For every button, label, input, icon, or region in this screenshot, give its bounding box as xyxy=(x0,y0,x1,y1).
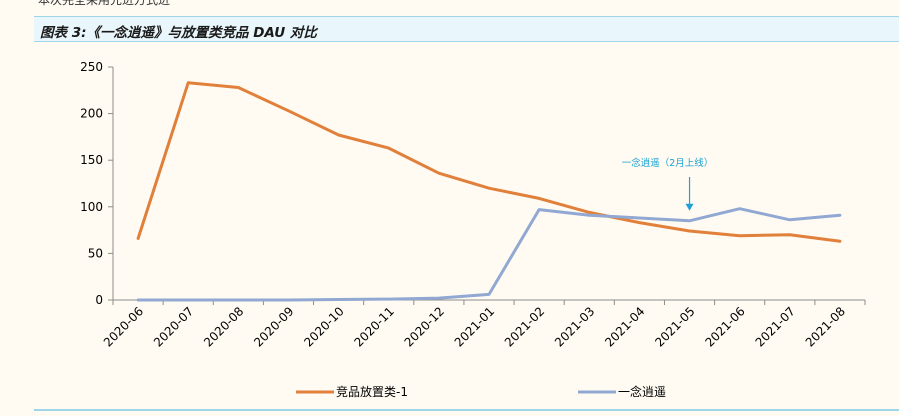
body-text-fragment: 本次完全采用先进方式进 xyxy=(38,0,171,7)
x-tick-label: 2020-11 xyxy=(352,304,397,349)
header-top-rule xyxy=(34,16,899,17)
annotation: 一念逍遥（2月上线） xyxy=(622,157,714,211)
y-tick-label: 50 xyxy=(88,246,103,260)
x-tick-label: 2020-06 xyxy=(101,304,146,349)
series-line-2 xyxy=(136,207,842,302)
y-tick-label: 0 xyxy=(95,293,103,307)
series-layer xyxy=(136,81,842,302)
x-tick-label: 2021-06 xyxy=(702,304,747,349)
figure-title: 图表 3:《一念逍遥》与放置类竞品 DAU 对比 xyxy=(40,25,317,41)
annotation-arrow-head xyxy=(685,203,694,211)
annotation-label: 一念逍遥（2月上线） xyxy=(622,157,714,169)
x-tick-label: 2021-02 xyxy=(502,304,547,349)
legend-label-2: 一念逍遥 xyxy=(618,384,666,399)
legend-label-1: 竞品放置类-1 xyxy=(336,384,408,399)
figure-header: 图表 3:《一念逍遥》与放置类竞品 DAU 对比 xyxy=(34,17,899,41)
footer-rule xyxy=(34,409,899,411)
legend: 竞品放置类-1 一念逍遥 xyxy=(296,384,666,399)
x-tick-label: 2020-09 xyxy=(251,304,296,349)
x-tick-label: 2020-07 xyxy=(151,304,196,349)
x-tick-label: 2021-08 xyxy=(803,304,848,349)
series-line-1 xyxy=(136,81,842,243)
y-tick-label: 150 xyxy=(80,153,103,167)
x-tick-label: 2021-03 xyxy=(552,304,597,349)
header-bottom-rule xyxy=(34,41,899,42)
x-tick-label: 2021-01 xyxy=(452,304,497,349)
y-tick-label: 100 xyxy=(80,200,103,214)
x-tick-label: 2020-10 xyxy=(301,304,346,349)
x-tick-label: 2020-08 xyxy=(201,304,246,349)
y-tick-label: 250 xyxy=(80,60,103,74)
x-tick-label: 2020-12 xyxy=(402,304,447,349)
x-tick-label: 2021-07 xyxy=(753,304,798,349)
x-tick-label: 2021-04 xyxy=(602,304,647,349)
x-axis: 2020-06 2020-07 2020-08 2020-09 2020-10 2020-… xyxy=(101,299,866,350)
y-tick-label: 200 xyxy=(80,107,103,121)
y-axis: 0 50 100 150 200 250 xyxy=(80,60,114,307)
x-tick-label: 2021-05 xyxy=(652,304,697,349)
